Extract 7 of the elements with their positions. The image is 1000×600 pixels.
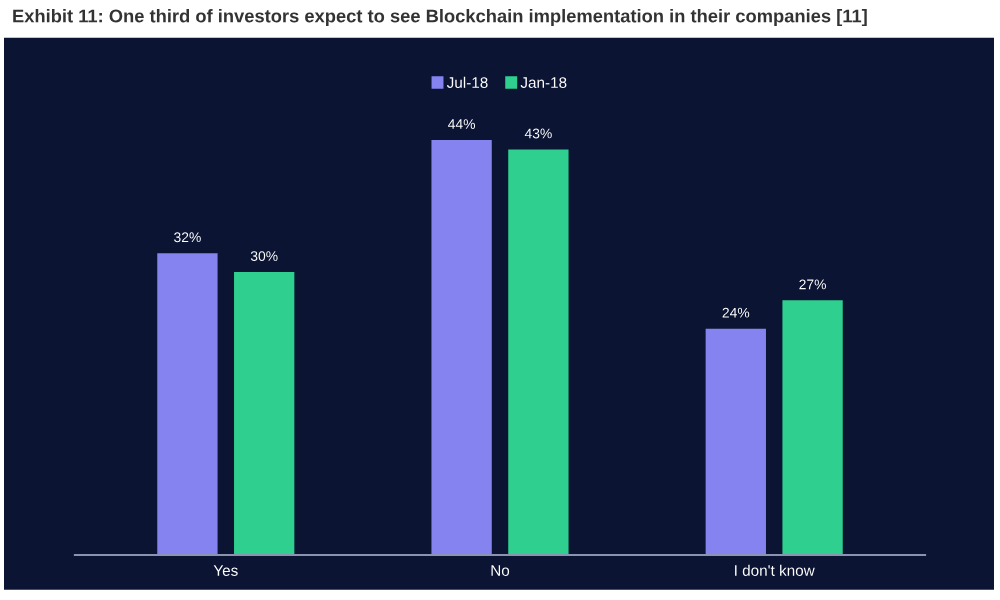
bar xyxy=(234,272,295,555)
bar xyxy=(431,140,492,555)
bar xyxy=(705,328,766,555)
bar xyxy=(782,300,843,555)
bar xyxy=(508,149,569,555)
bar xyxy=(157,253,218,555)
chart-title: Exhibit 11: One third of investors expect to see Blockchain implementation in their companies [11] xyxy=(13,9,867,27)
